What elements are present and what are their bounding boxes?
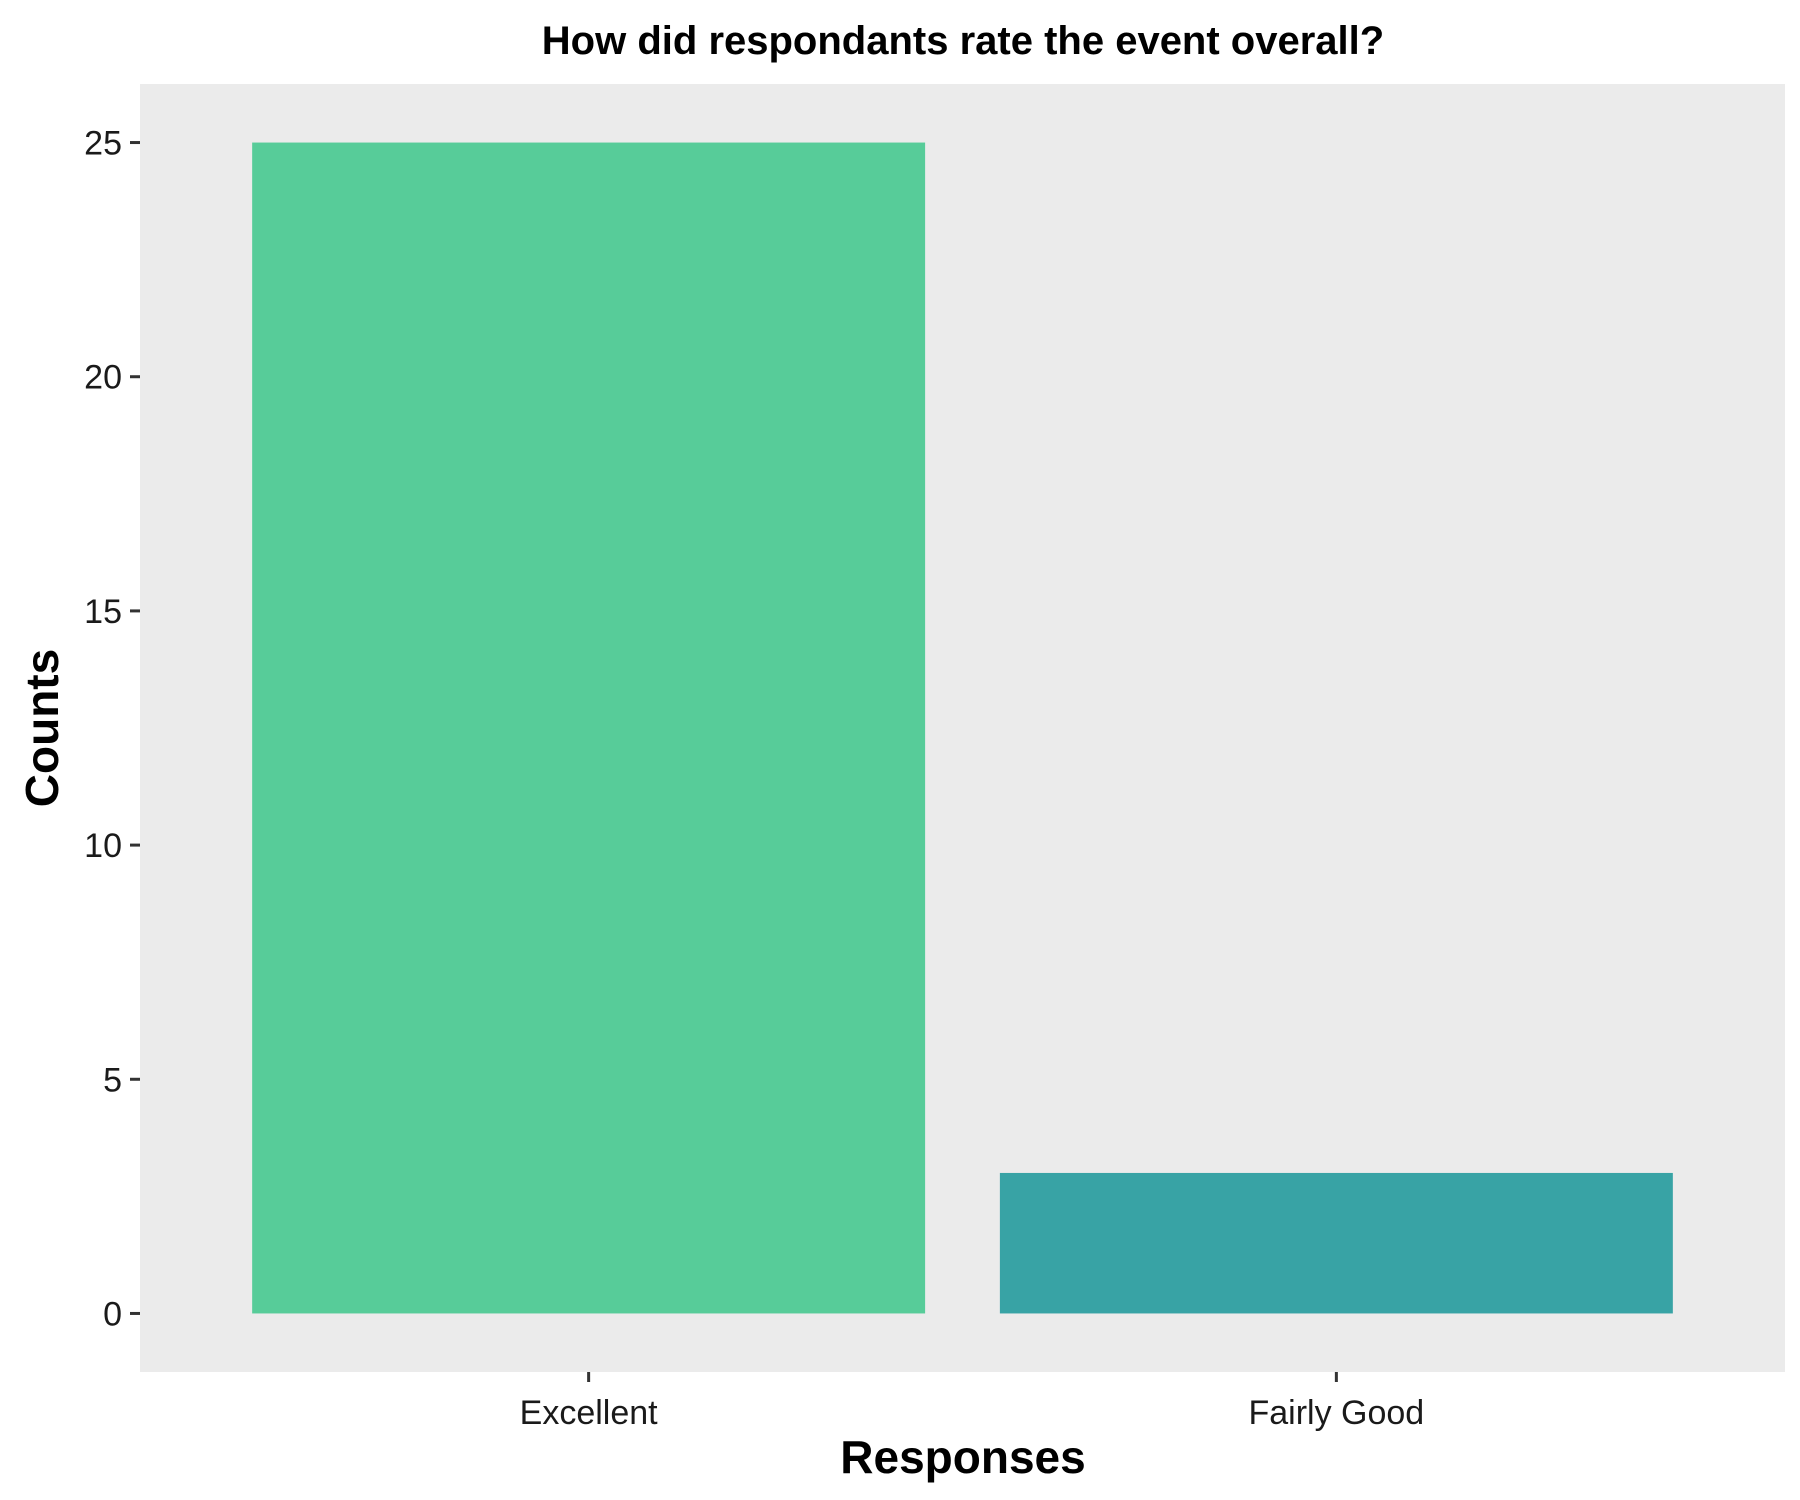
y-tick-label: 5	[103, 1061, 122, 1099]
bar-excellent	[252, 142, 926, 1314]
x-axis-title: Responses	[840, 1431, 1085, 1483]
y-axis: 0 5 10 15 20 25	[84, 125, 140, 1333]
bar-fairly-good	[999, 1172, 1673, 1314]
y-axis-title: Counts	[16, 649, 68, 807]
x-tick-label: Excellent	[520, 1394, 659, 1432]
y-tick-label: 10	[84, 827, 122, 865]
chart-title: How did respondants rate the event overa…	[542, 19, 1384, 63]
x-tick-label: Fairly Good	[1248, 1394, 1424, 1432]
bars-layer	[252, 142, 1673, 1314]
y-tick-label: 20	[84, 359, 122, 397]
y-tick-label: 15	[84, 593, 122, 631]
x-axis: Excellent Fairly Good	[520, 1372, 1424, 1432]
y-tick-label: 0	[103, 1295, 122, 1333]
y-tick-label: 25	[84, 125, 122, 163]
